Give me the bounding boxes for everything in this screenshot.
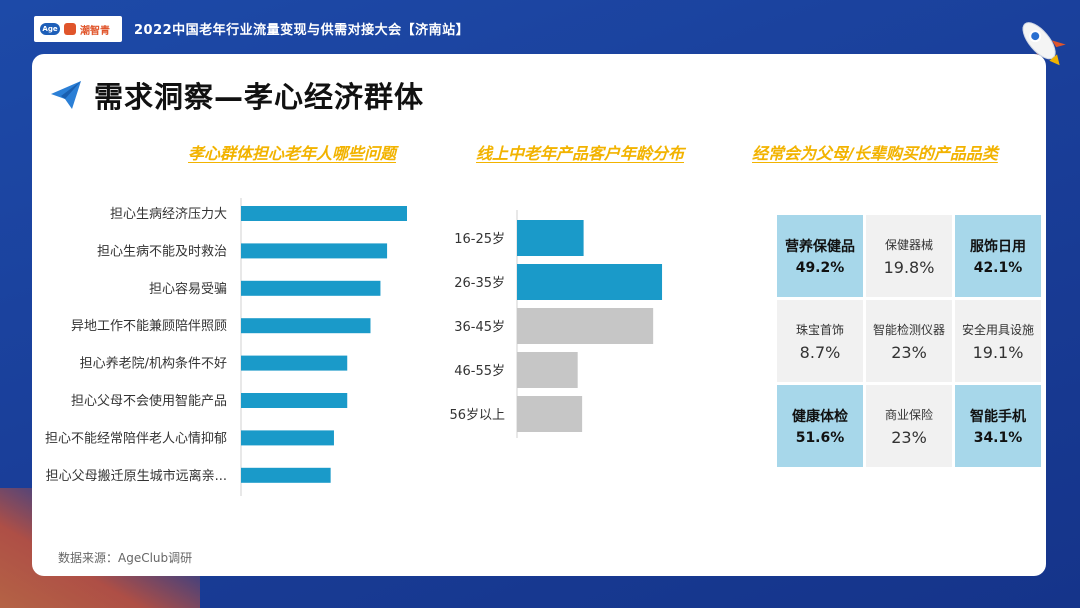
category-cell: 营养保健品 49.2% [777,215,863,297]
chart2-bar [517,264,663,300]
page-title: 需求洞察—孝心经济群体 [94,80,425,114]
chart1-category-label: 担心容易受骗 [149,281,227,297]
chart2-bar [517,352,578,388]
logo-square-icon [64,23,76,35]
category-percent: 34.1% [973,429,1023,446]
chart1-bar [241,467,331,483]
purchase-category-grid: 营养保健品 49.2% 保健器械 19.8% 服饰日用 42.1% 珠宝首饰 8.7% 智能检测… [777,215,1041,467]
chart1-bar [241,280,381,296]
category-cell: 商业保险 23% [866,385,952,467]
chart1-bar [241,393,348,408]
category-cell: 保健器械 19.8% [866,215,952,297]
category-name: 智能检测仪器 [872,323,945,337]
logo-text: 潮智青 [80,25,110,37]
category-percent: 51.6% [795,429,845,446]
chart2-category-label: 56岁以上 [449,408,505,423]
category-percent: 19.1% [972,343,1024,362]
category-cell: 智能手机 34.1% [955,385,1041,467]
chart1-bar [241,243,388,259]
chart1-category-label: 担心生病经济压力大 [110,207,227,222]
category-cell: 安全用具设施 19.1% [955,300,1041,382]
category-cell: 智能检测仪器 23% [866,300,952,382]
category-name: 服饰日用 [970,238,1026,255]
chart2-category-label: 16-25岁 [454,232,505,247]
category-percent: 49.2% [795,259,845,276]
worries-bar-chart: 担心生病经济压力大担心生病不能及时救治担心容易受骗异地工作不能兼顾陪伴照顾担心养… [45,198,407,496]
chart3-title: 经常会为父母/长辈购买的产品品类 [752,144,998,163]
chart2-bar [517,220,584,256]
event-title: 2022中国老年行业流量变现与供需对接大会【济南站】 [134,23,470,38]
paper-plane-icon [51,81,81,109]
chart2-title: 线上中老年产品客户年龄分布 [476,144,685,163]
category-cell: 服饰日用 42.1% [955,215,1041,297]
category-name: 智能手机 [970,408,1026,425]
category-cell: 珠宝首饰 8.7% [777,300,863,382]
category-percent: 42.1% [973,259,1023,276]
chart2-bar [517,396,583,432]
category-name: 商业保险 [884,408,933,422]
category-name: 健康体检 [792,408,848,425]
category-percent: 8.7% [799,343,841,362]
chart1-bar [241,318,371,334]
logo: Age 潮智青 [34,16,122,42]
chart1-category-label: 担心父母搬迁原生城市远离亲... [46,468,227,484]
chart2-category-label: 26-35岁 [454,276,505,291]
category-name: 安全用具设施 [961,323,1034,337]
chart2-category-label: 46-55岁 [454,364,505,379]
category-percent: 23% [891,343,927,362]
chart1-category-label: 担心生病不能及时救治 [97,243,227,259]
logo-mark-icon: Age [40,23,60,35]
category-percent: 19.8% [883,258,935,277]
chart2-category-label: 36-45岁 [454,320,505,335]
category-name: 保健器械 [884,238,933,252]
category-name: 营养保健品 [785,238,855,255]
category-cell: 健康体检 51.6% [777,385,863,467]
chart1-bar [241,206,407,221]
chart1-bar [241,355,348,371]
chart1-category-label: 担心养老院/机构条件不好 [80,356,227,372]
category-name: 珠宝首饰 [795,323,844,337]
chart2-bar [517,308,654,344]
top-bar: Age 潮智青 2022中国老年行业流量变现与供需对接大会【济南站】 [0,0,1080,56]
chart1-bar [241,430,334,446]
age-distribution-bar-chart: 16-25岁 26-35岁 36-45岁 46-55岁 56岁以上 [449,210,663,438]
chart1-title: 孝心群体担心老年人哪些问题 [188,144,397,163]
chart1-category-label: 担心不能经常陪伴老人心情抑郁 [45,431,227,446]
data-source: 数据来源：AgeClub调研 [58,551,193,565]
rocket-icon [1022,22,1066,68]
category-percent: 23% [891,428,927,447]
chart1-category-label: 异地工作不能兼顾陪伴照顾 [71,319,227,334]
chart1-category-label: 担心父母不会使用智能产品 [71,393,227,409]
